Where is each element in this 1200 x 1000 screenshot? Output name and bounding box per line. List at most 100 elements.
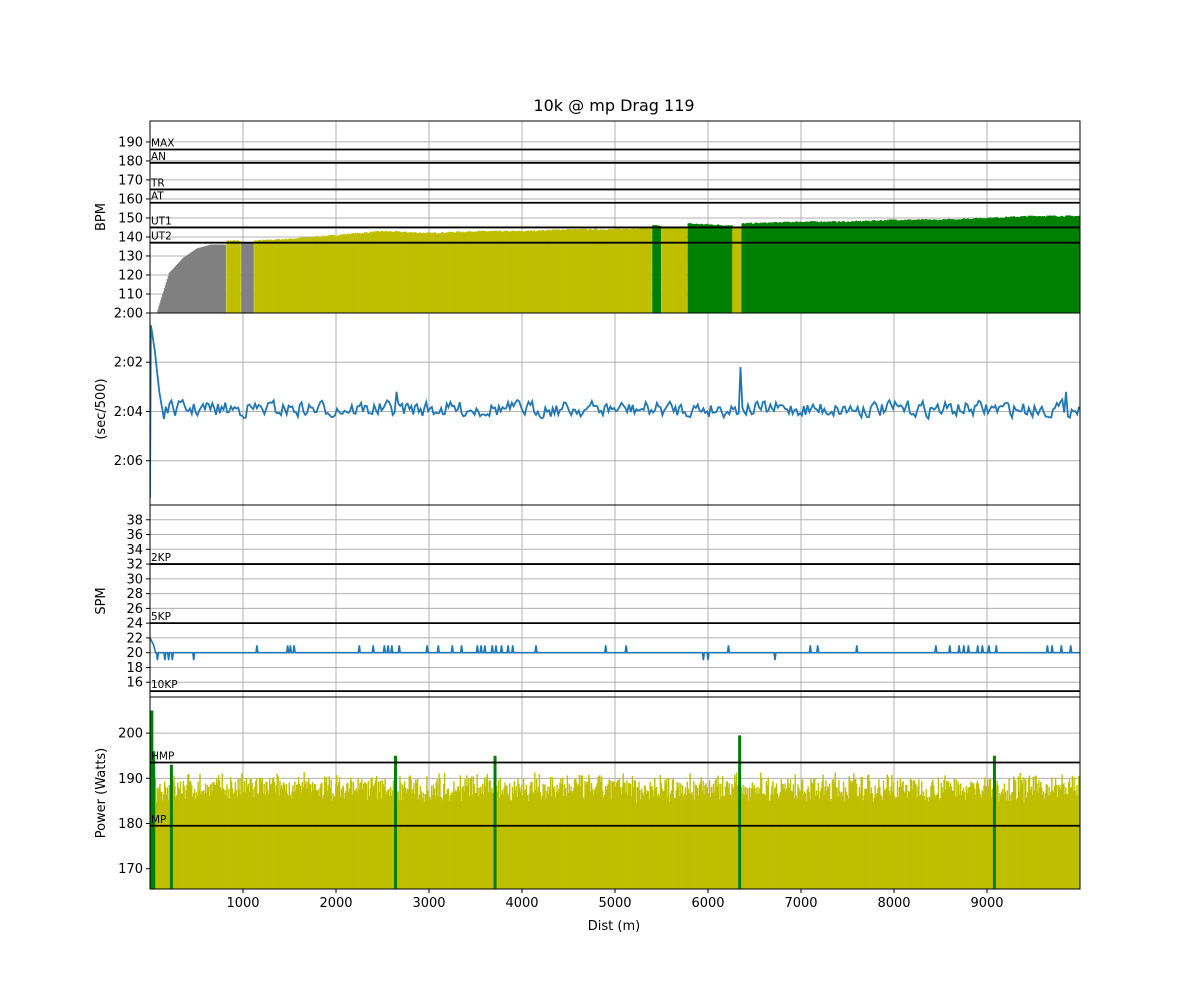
power-bar	[670, 790, 673, 889]
hr-bar	[542, 230, 544, 313]
power-bar	[495, 786, 498, 889]
power-bar	[245, 777, 248, 889]
hr-bar	[508, 231, 511, 313]
hr-bar	[485, 231, 488, 313]
hr-bar	[346, 234, 348, 313]
power-bar	[933, 793, 936, 889]
hr-bar	[425, 232, 427, 313]
power-bar	[622, 773, 624, 889]
hr-bar	[740, 227, 743, 313]
hr-bar	[432, 232, 435, 313]
hr-bar	[1000, 217, 1003, 313]
power-bar	[1048, 786, 1050, 889]
power-bar	[349, 777, 352, 889]
power-bar	[215, 784, 217, 889]
hr-bar	[1053, 215, 1056, 313]
hr-bar	[418, 233, 421, 313]
hr-bar	[235, 240, 238, 313]
power-bar	[761, 794, 764, 889]
power-bar	[997, 784, 999, 889]
hr-bar	[1026, 216, 1029, 313]
hr-bar	[522, 231, 524, 313]
power-bar	[504, 782, 506, 889]
power-bar	[745, 787, 747, 889]
hr-bar	[654, 225, 656, 313]
hr-bar	[394, 231, 397, 313]
hr-bar	[463, 232, 465, 313]
hr-bar	[846, 221, 849, 313]
power-bar	[167, 800, 170, 889]
power-bar	[922, 791, 925, 889]
power-bar	[561, 777, 564, 889]
hr-bar	[680, 226, 682, 313]
power-bar	[654, 788, 657, 889]
hr-bar	[495, 230, 497, 313]
hr-bar	[982, 218, 984, 313]
power-bar	[934, 796, 937, 889]
hr-bar	[505, 230, 507, 313]
hr-bar	[382, 231, 385, 313]
power-bar	[625, 792, 627, 889]
hr-bar	[300, 238, 303, 313]
power-bar	[861, 776, 863, 889]
power-bar	[974, 794, 977, 889]
hr-bar	[851, 221, 853, 313]
hr-bar	[1067, 215, 1070, 313]
power-bar	[503, 787, 505, 889]
power-bar	[692, 795, 694, 889]
power-bar	[252, 789, 254, 889]
power-bar	[1018, 791, 1021, 889]
hr-bar	[468, 231, 470, 313]
power-bar	[708, 793, 710, 889]
hr-bar	[493, 230, 495, 313]
hr-bar	[248, 242, 251, 313]
hr-bar	[668, 226, 671, 313]
hr-bar	[618, 228, 621, 313]
power-bar	[237, 778, 239, 889]
power-bar	[442, 800, 444, 889]
hr-bar	[970, 218, 972, 313]
power-bar	[817, 783, 820, 889]
hr-bar	[206, 245, 209, 313]
hr-bar	[693, 223, 695, 313]
power-bar	[193, 788, 196, 889]
power-bar	[291, 790, 293, 889]
hr-bar	[376, 231, 379, 313]
power-bar	[553, 786, 556, 889]
power-bar	[932, 779, 934, 889]
hr-bar	[177, 262, 180, 313]
power-bar	[391, 790, 394, 889]
power-bar	[375, 779, 377, 889]
hr-bar	[501, 231, 504, 313]
power-bar	[403, 781, 406, 889]
x-tick-label: 7000	[784, 896, 817, 911]
hr-bar	[323, 235, 326, 313]
power-bar	[483, 777, 486, 889]
hr-bar	[500, 231, 503, 313]
hr-bar	[896, 220, 899, 313]
power-bar	[283, 784, 286, 889]
power-bar	[346, 783, 348, 889]
hr-bar	[960, 219, 963, 313]
power-bar	[567, 792, 569, 889]
power-bar	[1064, 794, 1066, 889]
power-bar	[474, 792, 476, 889]
hr-bar	[874, 220, 876, 313]
hr-bar	[197, 248, 199, 313]
power-bar	[652, 790, 654, 889]
power-bar	[924, 799, 927, 889]
hr-bar	[827, 221, 829, 313]
power-bar	[311, 782, 314, 889]
hr-bar	[219, 244, 222, 313]
hr-bar	[1016, 216, 1019, 313]
hr-bar	[682, 227, 685, 313]
hr-bar	[705, 224, 707, 313]
hr-bar	[308, 237, 310, 313]
hr-bar	[991, 218, 994, 313]
power-bar	[217, 775, 220, 889]
hr-bar	[327, 236, 330, 313]
power-bar	[721, 776, 724, 889]
power-bar	[336, 775, 338, 889]
hr-bar	[626, 228, 628, 313]
